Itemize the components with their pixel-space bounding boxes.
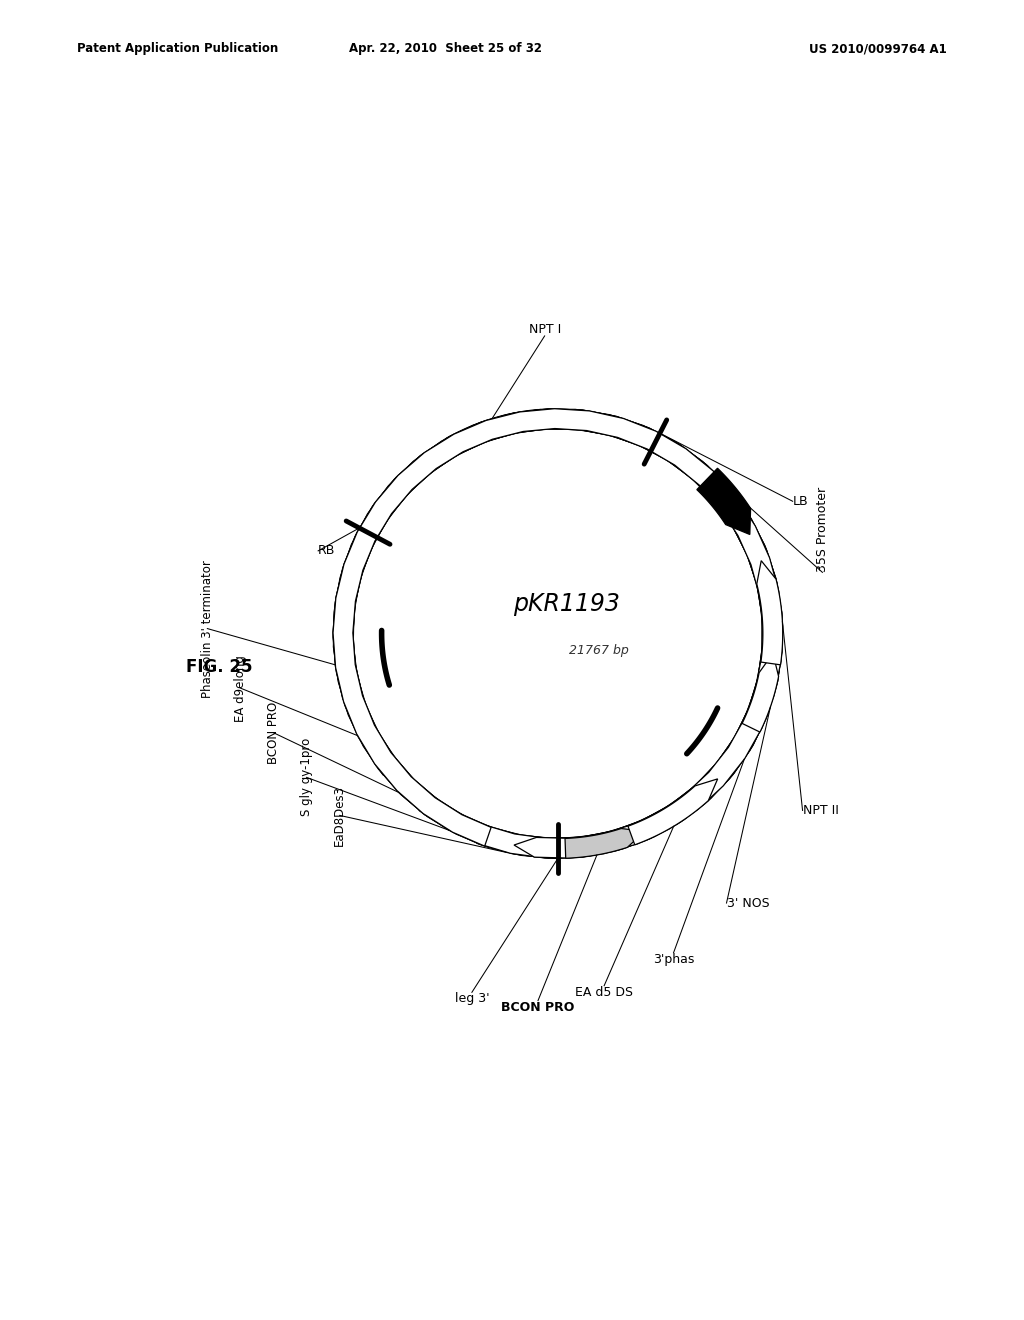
Polygon shape [432, 409, 540, 458]
Text: EA d5 DS: EA d5 DS [575, 986, 633, 999]
Text: leg 3': leg 3' [455, 993, 489, 1006]
Text: S gly gy-1pro: S gly gy-1pro [300, 738, 313, 817]
Polygon shape [565, 829, 645, 858]
Text: Patent Application Publication: Patent Application Publication [77, 42, 279, 55]
Text: 35S Promoter: 35S Promoter [816, 487, 828, 573]
Polygon shape [334, 409, 782, 858]
Polygon shape [697, 469, 751, 535]
Text: 3'phas: 3'phas [653, 953, 694, 966]
Text: Apr. 22, 2010  Sheet 25 of 32: Apr. 22, 2010 Sheet 25 of 32 [349, 42, 542, 55]
Text: RB: RB [318, 544, 336, 557]
Text: NPT II: NPT II [803, 804, 839, 817]
Text: NPT I: NPT I [528, 323, 561, 335]
Text: LB: LB [793, 495, 808, 508]
Text: EA d9elong: EA d9elong [233, 655, 247, 722]
Text: 3' NOS: 3' NOS [726, 896, 769, 909]
Text: BCON PRO: BCON PRO [502, 1001, 574, 1014]
Polygon shape [333, 409, 782, 858]
Text: pKR1193: pKR1193 [513, 591, 620, 615]
Text: BCON PRO: BCON PRO [267, 702, 280, 764]
Polygon shape [333, 409, 782, 858]
Text: US 2010/0099764 A1: US 2010/0099764 A1 [809, 42, 947, 55]
Text: 21767 bp: 21767 bp [569, 644, 629, 656]
Polygon shape [742, 653, 778, 733]
Polygon shape [628, 779, 718, 845]
Polygon shape [757, 561, 782, 665]
Text: EaD8Des3: EaD8Des3 [333, 785, 346, 846]
Polygon shape [333, 409, 782, 858]
Text: FIG. 25: FIG. 25 [186, 657, 252, 676]
Text: Phaseolin 3' terminator: Phaseolin 3' terminator [201, 560, 214, 697]
